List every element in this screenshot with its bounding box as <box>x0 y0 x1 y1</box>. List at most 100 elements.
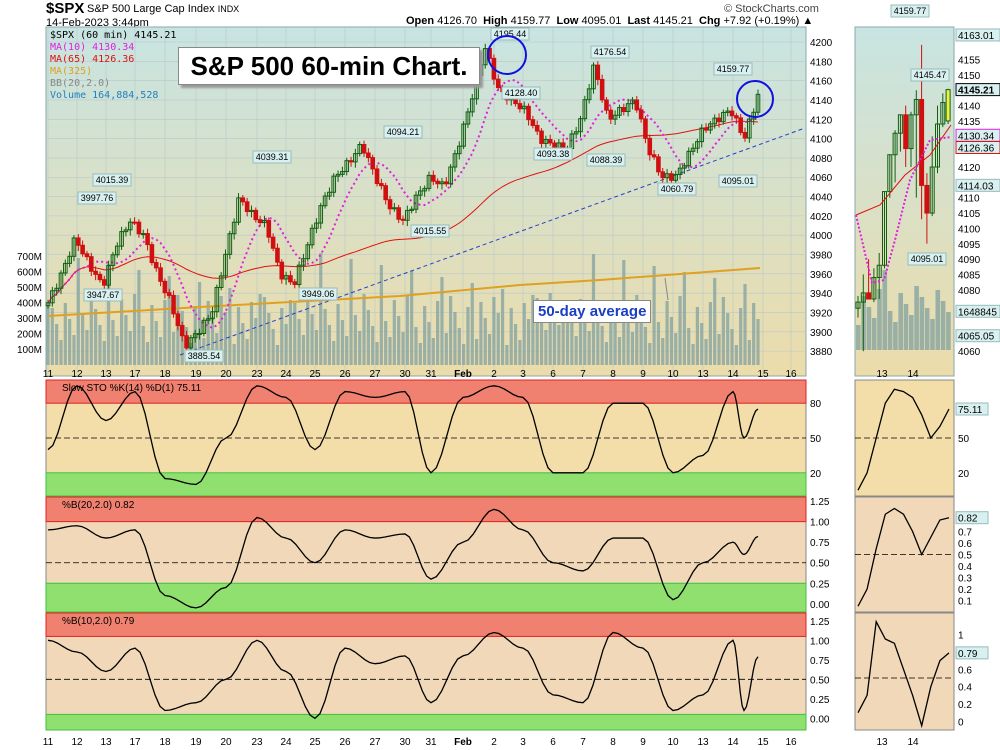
candle-body <box>80 244 85 255</box>
volume-bar <box>236 307 241 365</box>
candle-body <box>357 143 363 155</box>
volume-bar <box>914 286 919 350</box>
indicator-y-tick: 0.4 <box>958 562 972 573</box>
candle-body <box>253 209 259 221</box>
volume-bar <box>154 321 158 365</box>
volume-bar <box>59 340 63 365</box>
indicator-y-tick: 0.00 <box>810 714 830 725</box>
indicator-y-tick: 0.1 <box>958 597 972 608</box>
volume-bar <box>206 301 210 365</box>
low-label: Low <box>556 15 579 27</box>
y-tick-label: 3900 <box>810 328 833 339</box>
volume-bar <box>418 343 422 365</box>
volume-bar <box>267 313 271 365</box>
candle-body <box>708 123 713 131</box>
oversold-band <box>45 582 807 613</box>
candle-body <box>192 333 198 339</box>
indicator-y-tick: 0.6 <box>958 665 972 676</box>
candle-body <box>634 99 640 111</box>
x-tick-label: 20 <box>220 369 232 380</box>
y-tick-label: 4080 <box>810 154 833 165</box>
candle-body <box>331 175 337 193</box>
candle-body <box>543 139 549 144</box>
candle-body <box>249 209 254 213</box>
description: S&P 500 Large Cap Index <box>87 3 215 15</box>
price-label-box <box>590 45 630 59</box>
price-label-box <box>890 4 930 18</box>
candle-body <box>695 141 700 149</box>
candle-body <box>860 292 866 303</box>
volume-bar <box>687 328 691 365</box>
candle-body <box>71 237 77 257</box>
candle-body <box>413 194 419 210</box>
volume-bar <box>215 333 219 365</box>
volume-bar <box>50 308 54 365</box>
candle-body <box>97 273 103 281</box>
x-tick-label: 12 <box>71 369 83 380</box>
trend-line <box>179 127 806 356</box>
volume-bar <box>68 319 72 365</box>
candle-body <box>93 270 98 275</box>
x-tick-label: 27 <box>369 737 381 748</box>
candle-body <box>617 107 622 116</box>
candle-body <box>656 156 661 173</box>
volume-bar <box>349 259 353 365</box>
volume-tick-label: 500M <box>17 283 42 294</box>
indicator-y-tick: 0 <box>958 717 964 728</box>
candle-body <box>452 153 458 168</box>
volume-bar <box>730 329 734 365</box>
candle-body <box>887 154 893 193</box>
indicator-y-tick: 0.6 <box>958 539 972 550</box>
candle-body <box>184 335 189 349</box>
candle-body <box>539 130 544 144</box>
x-tick-label: 12 <box>71 737 83 748</box>
x-tick-label: 10 <box>667 737 679 748</box>
volume-bar <box>119 299 124 365</box>
candle-body <box>517 103 523 110</box>
price-label-box <box>657 182 697 196</box>
candle-body <box>578 118 583 133</box>
volume-bar <box>332 341 336 365</box>
last-value-label: 0.82 <box>958 514 978 525</box>
candle-body <box>119 231 124 247</box>
candle-body <box>495 78 501 89</box>
symbol: $SPX <box>46 0 85 17</box>
candle-body <box>283 275 289 280</box>
candle-body <box>88 256 94 272</box>
volume-bar <box>661 338 665 365</box>
x-tick-label: 6 <box>550 737 556 748</box>
right-axis-label: 4145.21 <box>958 86 995 97</box>
indicator-title: Slow STO %K(14) %D(1) 75.11 <box>62 383 202 394</box>
candle-body <box>236 197 241 223</box>
volume-bar <box>682 272 687 365</box>
x-tick-label: 9 <box>640 369 646 380</box>
candle-body <box>197 332 202 335</box>
volume-bar <box>665 301 669 365</box>
indicator-y-tick: 0.25 <box>810 579 830 590</box>
x-tick-label: 2 <box>491 369 497 380</box>
candle-body <box>945 89 951 122</box>
volume-bar <box>635 295 639 365</box>
indicator-y-tick: 20 <box>958 469 970 480</box>
candle-body <box>353 153 358 163</box>
volume-bar <box>197 282 202 365</box>
indicator-line <box>857 507 950 607</box>
candle-body <box>682 165 687 169</box>
x-tick-label: 16 <box>785 737 797 748</box>
candle-body <box>58 272 64 289</box>
price-label-box <box>92 173 132 187</box>
volume-bar <box>55 324 59 365</box>
price-label-box <box>586 153 626 167</box>
candle-body <box>903 114 909 150</box>
indicator-title: %B(20,2.0) 0.82 <box>62 500 135 511</box>
x-tick-label: 6 <box>550 369 556 380</box>
volume-bar <box>695 307 699 365</box>
candle-body <box>573 131 579 135</box>
y-tick-label: 4020 <box>810 212 833 223</box>
volume-bar <box>414 327 418 365</box>
volume-bar <box>124 315 128 365</box>
price-label: 3947.67 <box>87 290 120 300</box>
candle-body <box>738 117 743 133</box>
price-label-box <box>252 150 292 164</box>
